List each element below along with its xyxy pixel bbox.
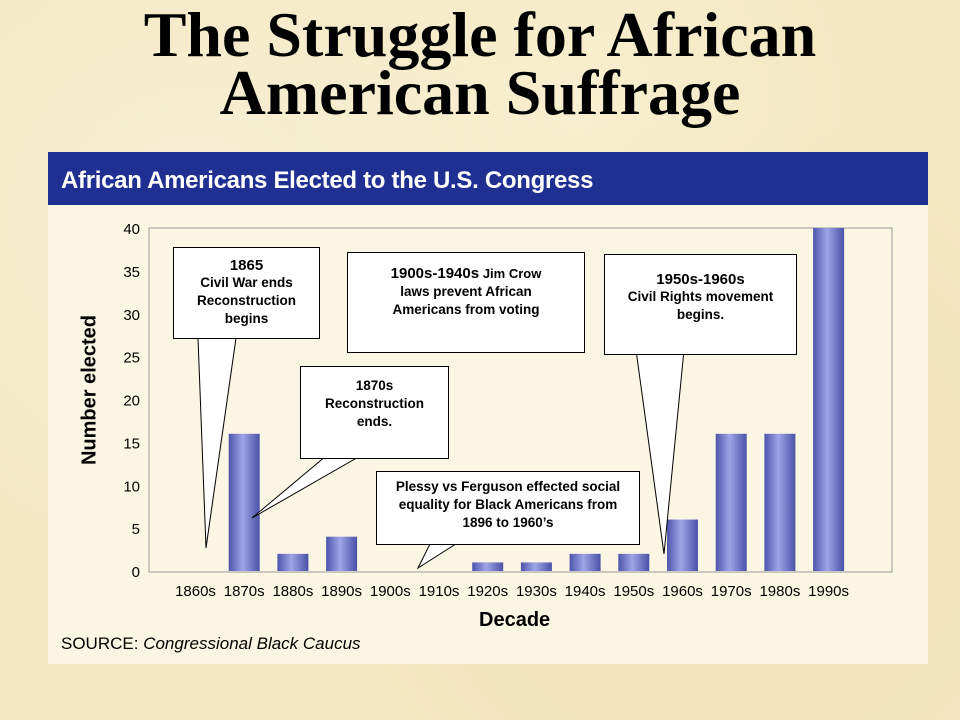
y-tick-label: 25 — [123, 350, 140, 367]
callout-1870s-head: 1870s — [355, 378, 394, 393]
callout-1950s-body: Civil Rights movement begins. — [627, 289, 774, 322]
callout-plessy: Plessy vs Ferguson effected social equal… — [376, 471, 640, 545]
x-tick-label: 1950s — [613, 583, 654, 600]
callout-1900s-body: laws prevent African Americans from voti… — [392, 284, 540, 317]
callout-1950s: 1950s-1960s Civil Rights movement begins… — [604, 254, 797, 355]
bar-1940s — [569, 553, 601, 571]
bar-1930s — [520, 562, 552, 571]
x-tick-label: 1990s — [808, 583, 849, 600]
bar-1890s — [326, 536, 358, 571]
chart-header: African Americans Elected to the U.S. Co… — [48, 152, 928, 205]
y-tick-label: 20 — [123, 393, 140, 410]
bar-1870s — [228, 433, 260, 571]
x-tick-label: 1980s — [759, 583, 800, 600]
slide-title-line2: American Suffrage — [219, 57, 741, 128]
callout-1900s-first-line: 1900s-1940s Jim Crow — [348, 265, 584, 283]
x-tick-label: 1880s — [272, 583, 313, 600]
x-tick-label: 1930s — [516, 583, 557, 600]
source-label: SOURCE: — [61, 634, 139, 653]
source-note: SOURCE: Congressional Black Caucus — [61, 634, 361, 654]
x-tick-label: 1970s — [711, 583, 752, 600]
bar-1990s — [813, 228, 845, 571]
x-tick-label: 1940s — [565, 583, 606, 600]
bar-1980s — [764, 433, 796, 571]
y-tick-label: 35 — [123, 264, 140, 281]
x-tick-label: 1870s — [224, 583, 265, 600]
slide-title: The Struggle for African American Suffra… — [0, 0, 960, 128]
bar-1880s — [277, 553, 309, 571]
callout-1900s-head: 1900s-1940s — [390, 265, 480, 282]
y-tick-label: 10 — [123, 478, 140, 495]
slide-title-line1: The Struggle for African — [143, 0, 817, 70]
bar-1960s — [667, 519, 698, 571]
callout-plessy-body: Plessy vs Ferguson effected social equal… — [395, 479, 621, 530]
x-tick-label: 1890s — [321, 583, 362, 600]
callout-1865-body: Civil War ends Reconstruction begins — [196, 275, 296, 326]
source-value: Congressional Black Caucus — [143, 634, 361, 653]
callout-1900s-inline: Jim Crow — [482, 266, 542, 281]
y-tick-label: 0 — [132, 564, 140, 581]
bar-1950s — [618, 553, 650, 571]
x-tick-label: 1900s — [370, 583, 411, 600]
y-tick-label: 15 — [123, 435, 140, 452]
x-tick-label: 1920s — [467, 583, 508, 600]
y-tick-label: 5 — [132, 521, 140, 538]
x-axis-title: Decade — [479, 609, 551, 631]
y-axis-title: Number elected — [78, 314, 101, 466]
callout-1870s: 1870s Reconstruction ends. — [300, 366, 449, 459]
callout-1865: 1865 Civil War ends Reconstruction begin… — [173, 247, 320, 339]
callout-1865-head: 1865 — [229, 257, 264, 274]
x-tick-label: 1910s — [419, 583, 460, 600]
x-tick-label: 1860s — [175, 583, 216, 600]
x-tick-label: 1960s — [662, 583, 703, 600]
y-tick-label: 40 — [123, 221, 140, 238]
y-tick-label: 30 — [123, 307, 140, 324]
callout-1870s-body: Reconstruction ends. — [324, 396, 424, 429]
callout-1950s-head: 1950s-1960s — [656, 271, 745, 288]
bar-1920s — [472, 562, 504, 571]
callout-1900s: 1900s-1940s Jim Crow laws prevent Africa… — [347, 252, 585, 353]
bar-1970s — [715, 433, 747, 571]
